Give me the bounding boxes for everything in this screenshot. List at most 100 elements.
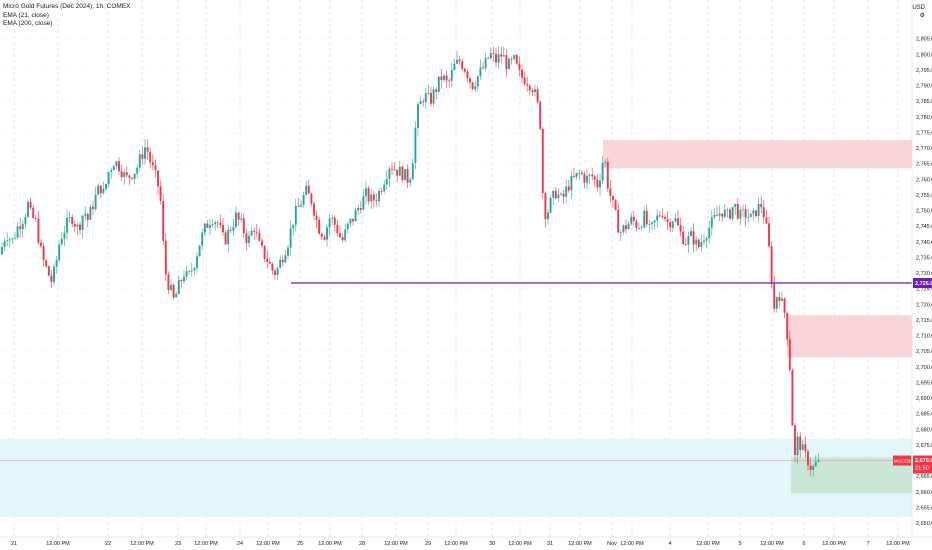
- y-tick-label: 2,675.0: [916, 443, 932, 449]
- candle-body: [609, 188, 612, 196]
- candle-body: [648, 223, 651, 225]
- candle-body: [289, 228, 292, 248]
- candle-body: [549, 197, 552, 213]
- gear-icon[interactable]: ⚙︎: [919, 13, 925, 19]
- x-tick-label: 12:00 PM: [696, 541, 720, 547]
- candle-body: [68, 217, 71, 218]
- candle-body: [523, 77, 526, 85]
- candle-body: [185, 271, 188, 277]
- x-tick-label: 12:00 PM: [318, 541, 342, 547]
- x-tick-label: 29: [425, 541, 431, 547]
- candle-body: [115, 161, 118, 167]
- candle-body: [326, 227, 328, 240]
- candle-body: [323, 237, 326, 240]
- y-tick-label: 2,720.0: [916, 302, 932, 308]
- candle-body: [268, 262, 271, 264]
- candle-body: [812, 466, 815, 470]
- candle-body: [710, 217, 713, 228]
- candle-body: [570, 175, 573, 191]
- candle-body: [788, 339, 791, 371]
- candle-body: [292, 224, 295, 229]
- candle-body: [16, 226, 19, 238]
- y-tick-label: 2,650.0: [916, 521, 932, 527]
- candle-body: [32, 207, 35, 218]
- candle-body: [276, 267, 279, 275]
- candle-body: [112, 166, 115, 171]
- candle-body: [349, 218, 352, 224]
- candle-body: [305, 185, 308, 195]
- indicator-ema-21[interactable]: EMA (21, close): [3, 11, 49, 19]
- candle-body: [411, 163, 414, 180]
- candle-body: [786, 312, 789, 340]
- y-tick-label: 2,780.0: [916, 115, 932, 121]
- candle-body: [671, 221, 674, 228]
- candle-body: [703, 240, 705, 242]
- candle-body: [492, 53, 495, 54]
- candle-body: [508, 58, 510, 70]
- candle-body: [690, 231, 692, 236]
- candle-body: [6, 240, 9, 242]
- candle-body: [227, 229, 230, 245]
- candle-body: [656, 215, 659, 221]
- candle-body: [596, 179, 599, 188]
- candle-body: [664, 216, 666, 219]
- candle-body: [118, 161, 120, 172]
- candle-body: [224, 232, 227, 245]
- candle-body: [401, 166, 404, 181]
- candle-body: [383, 184, 386, 192]
- candle-body: [453, 63, 456, 71]
- candle-body: [476, 76, 479, 87]
- candle-body: [362, 196, 365, 210]
- candle-body: [687, 235, 690, 245]
- candle-body: [752, 210, 755, 214]
- candle-body: [266, 258, 269, 263]
- candle-body: [814, 461, 817, 467]
- candle-body: [34, 217, 37, 219]
- candle-body: [398, 166, 401, 176]
- candle-body: [778, 297, 781, 301]
- candle-body: [456, 59, 458, 64]
- candle-body: [125, 172, 128, 176]
- candle-body: [414, 127, 417, 164]
- candle-body: [700, 241, 703, 247]
- candle-body: [422, 101, 425, 103]
- candle-body: [344, 229, 347, 241]
- x-tick-label: 23: [175, 541, 181, 547]
- candle-body: [440, 76, 443, 80]
- candle-body: [614, 200, 617, 210]
- candle-body: [336, 224, 339, 234]
- candle-body: [606, 161, 609, 189]
- candle-body: [718, 213, 721, 216]
- candle-body: [669, 221, 672, 228]
- candle-body: [458, 59, 461, 62]
- candle-body: [437, 76, 440, 92]
- candle-body: [692, 231, 695, 245]
- y-tick-label: 2,660.0: [916, 490, 932, 496]
- candle-body: [450, 70, 453, 81]
- candle-body: [248, 235, 250, 243]
- price-scale-header: USD ⚙︎: [912, 4, 925, 20]
- candle-body: [783, 298, 786, 313]
- x-tick-label: 4: [668, 541, 671, 547]
- candle-body: [97, 185, 100, 195]
- candle-body: [565, 186, 568, 197]
- candle-body: [372, 194, 375, 201]
- candle-body: [599, 180, 601, 188]
- candle-body: [151, 162, 154, 166]
- candle-body: [154, 165, 157, 171]
- candle-body: [89, 206, 92, 220]
- indicator-ema-200[interactable]: EMA (200, close): [3, 20, 53, 27]
- x-tick-label: 6: [802, 541, 805, 547]
- candle-body: [307, 185, 310, 194]
- candle-body: [258, 232, 261, 241]
- candle-body: [66, 217, 68, 233]
- candle-body: [552, 190, 555, 198]
- symbol-title[interactable]: Micro Gold Futures (Dec 2024), 1h, COMEX: [3, 3, 131, 10]
- candle-body: [534, 89, 536, 93]
- candle-body: [482, 67, 484, 69]
- y-tick-label: 2,710.0: [916, 334, 932, 340]
- currency-label[interactable]: USD: [912, 5, 925, 11]
- candle-body: [768, 223, 770, 247]
- candle-body: [677, 218, 679, 226]
